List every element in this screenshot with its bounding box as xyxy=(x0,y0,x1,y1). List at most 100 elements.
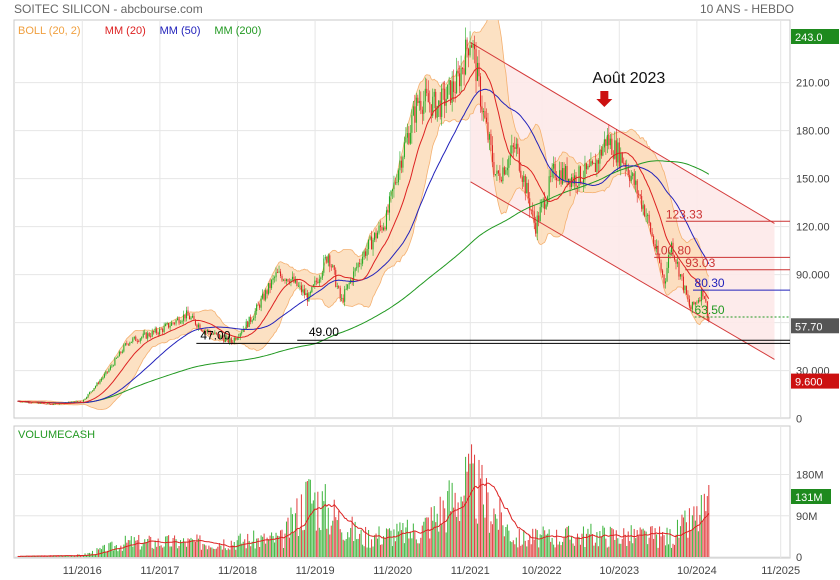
volume-bar xyxy=(303,529,305,557)
candle-body xyxy=(371,236,373,250)
volume-bar xyxy=(606,547,608,557)
volume-bar xyxy=(660,536,662,557)
candle-body xyxy=(144,332,146,334)
candle-body xyxy=(457,71,459,74)
volume-bar xyxy=(99,547,101,557)
volume-bar xyxy=(299,528,301,557)
candle-body xyxy=(682,276,684,291)
volume-bar xyxy=(497,529,499,557)
candle-body xyxy=(220,335,222,339)
candle-body xyxy=(105,371,107,375)
candle-body xyxy=(202,330,204,332)
volume-bar xyxy=(93,554,95,557)
volume-bar xyxy=(568,525,570,557)
volume-bar xyxy=(142,543,144,557)
volume-bar xyxy=(665,545,667,557)
volume-bar xyxy=(611,528,613,557)
volume-bar xyxy=(424,517,426,557)
candle-body xyxy=(415,97,417,123)
volume-bar xyxy=(181,542,183,557)
volume-bar xyxy=(429,538,431,557)
candle-body xyxy=(700,290,702,302)
volume-bar xyxy=(280,530,282,557)
candle-body xyxy=(553,163,555,169)
candle-body xyxy=(250,316,252,322)
volume-bar xyxy=(287,517,289,557)
candle-body xyxy=(512,145,514,148)
volume-bar xyxy=(109,542,111,557)
candle-body xyxy=(314,280,316,285)
candle-body xyxy=(442,88,444,90)
candle-body xyxy=(454,91,456,93)
volume-bar xyxy=(636,530,638,557)
volume-bar xyxy=(678,537,680,557)
volume-bar xyxy=(575,537,577,557)
volume-bar xyxy=(183,538,185,557)
candle-body xyxy=(277,272,279,274)
candle-body xyxy=(214,332,216,335)
volume-bar xyxy=(484,517,486,557)
candle-body xyxy=(396,182,398,184)
volume-bar xyxy=(581,533,583,557)
volume-bar xyxy=(144,539,146,557)
volume-bar xyxy=(542,526,544,557)
volume-bar xyxy=(553,544,555,557)
candle-body xyxy=(74,401,76,403)
volume-bar xyxy=(475,518,477,557)
candle-body xyxy=(474,44,476,50)
volume-bar xyxy=(375,533,377,557)
volume-bar xyxy=(509,541,511,557)
candle-body xyxy=(393,182,395,190)
candle-body xyxy=(175,320,177,324)
candle-body xyxy=(153,331,155,333)
volume-bar xyxy=(573,545,576,557)
candle-body xyxy=(200,329,202,331)
volume-bar xyxy=(39,556,41,557)
volume-bar xyxy=(499,498,501,557)
volume-bar xyxy=(187,538,189,557)
volume-bar xyxy=(47,556,49,557)
candle-body xyxy=(169,325,171,328)
volume-bar xyxy=(605,538,607,557)
volume-bar xyxy=(130,536,132,557)
x-tick-label: 11/2016 xyxy=(63,565,102,577)
low-price-badge: 9.600 xyxy=(795,377,823,389)
y-tick-label: 0 xyxy=(796,414,802,426)
volume-bar xyxy=(285,521,288,557)
volume-bar xyxy=(354,521,356,557)
volume-bar xyxy=(635,538,637,557)
volume-bar xyxy=(71,555,73,557)
candle-body xyxy=(566,166,568,184)
volume-bar xyxy=(379,544,382,557)
candle-body xyxy=(693,301,695,305)
volume-bar xyxy=(309,479,311,557)
volume-bar xyxy=(300,494,302,557)
candle-body xyxy=(456,71,458,93)
volume-bar xyxy=(312,500,314,557)
candle-body xyxy=(208,330,210,333)
candle-body xyxy=(248,316,250,327)
volume-bar xyxy=(530,544,532,557)
volume-bar xyxy=(630,525,632,557)
candle-body xyxy=(368,239,370,250)
candle-body xyxy=(36,402,38,404)
candle-body xyxy=(229,338,231,343)
volume-bar xyxy=(135,540,137,557)
candle-body xyxy=(86,397,88,399)
volume-bar xyxy=(418,543,420,557)
volume-bar xyxy=(345,539,347,557)
candle-body xyxy=(406,133,408,138)
candle-body xyxy=(688,299,690,307)
volume-bar xyxy=(700,495,702,557)
volume-bar xyxy=(118,549,120,557)
volume-bar xyxy=(253,530,255,557)
candle-body xyxy=(417,97,419,104)
candle-body xyxy=(641,196,643,209)
volume-bar xyxy=(569,539,571,557)
volume-bar xyxy=(426,517,428,557)
volume-bar xyxy=(381,544,383,557)
volume-bar xyxy=(620,543,622,557)
volume-bar xyxy=(126,542,128,557)
candle-body xyxy=(554,163,556,178)
volume-bar xyxy=(65,555,67,557)
